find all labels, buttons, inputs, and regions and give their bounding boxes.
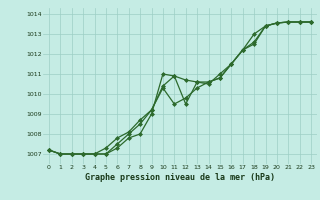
X-axis label: Graphe pression niveau de la mer (hPa): Graphe pression niveau de la mer (hPa) [85, 173, 275, 182]
